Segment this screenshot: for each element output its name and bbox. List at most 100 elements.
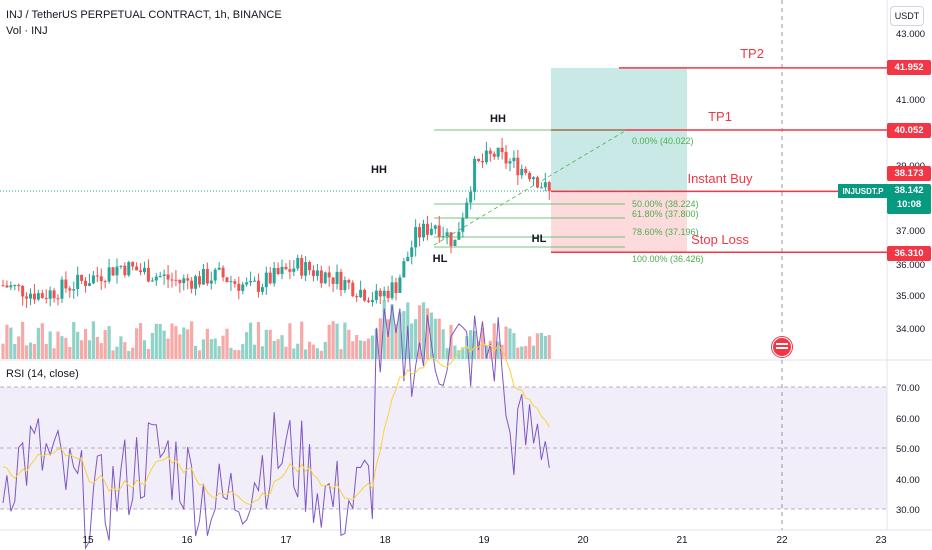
volume-bar — [72, 321, 76, 359]
fib-label: 0.00% (40.022) — [632, 136, 694, 146]
candle-body — [241, 284, 245, 291]
price-axis-tick: 41.000 — [896, 95, 925, 106]
price-axis-tick: 34.000 — [896, 324, 925, 335]
fib-label: 100.00% (36.426) — [632, 254, 704, 264]
candle-body — [221, 267, 225, 278]
volume-bar — [150, 332, 154, 359]
candle-body — [429, 228, 433, 235]
volume-bar — [197, 350, 202, 359]
candle-body — [535, 177, 539, 188]
volume-bar — [457, 350, 461, 359]
candle-body — [213, 269, 217, 281]
volume-bar — [170, 323, 174, 359]
price-axis-tick: 37.000 — [896, 226, 925, 237]
volume-bar — [386, 319, 390, 359]
volume-bar — [327, 324, 331, 359]
volume-bar — [410, 323, 414, 359]
candle-body — [335, 271, 339, 284]
candle-body — [465, 202, 469, 219]
candle-body — [386, 290, 390, 299]
volume-bar — [154, 323, 158, 359]
volume-bar — [186, 329, 190, 359]
volume-bar — [315, 348, 319, 359]
volume-bar — [359, 340, 363, 359]
candle-body — [237, 283, 241, 291]
candle-body — [95, 275, 99, 277]
candle-body — [253, 280, 257, 282]
candle-body — [174, 279, 178, 281]
candle-body — [40, 293, 44, 298]
candle-body — [343, 280, 347, 291]
volume-bar — [528, 336, 532, 359]
rsi-line — [2, 304, 550, 550]
volume-bar — [429, 312, 433, 359]
economic-event-flag-icon[interactable] — [772, 337, 792, 357]
candle-body — [52, 290, 56, 299]
volume-bar — [508, 328, 512, 359]
volume-bar — [87, 340, 92, 359]
candle-body — [139, 270, 143, 273]
volume-bar — [280, 335, 284, 359]
candle-body — [48, 290, 52, 299]
volume-bar — [233, 350, 237, 359]
volume-bar — [36, 327, 40, 359]
volume-bar — [190, 321, 194, 359]
instant-buy-label: Instant Buy — [687, 171, 753, 186]
volume-bar — [441, 329, 445, 359]
candle-body — [13, 285, 17, 287]
volume-bar — [95, 336, 99, 359]
fib-label: 61.80% (37.800) — [632, 209, 699, 219]
volume-bar — [390, 304, 394, 359]
candle-body — [115, 266, 119, 276]
volume-bar — [355, 335, 359, 359]
fib-label: 78.60% (37.196) — [632, 227, 699, 237]
hl-label: HL — [433, 253, 448, 265]
volume-bar — [142, 340, 147, 359]
candle-body — [363, 289, 367, 301]
volume-bar — [288, 323, 292, 359]
volume-bar — [213, 338, 217, 359]
candle-body — [99, 276, 103, 282]
hl-label: HL — [532, 233, 547, 245]
volume-bar — [201, 339, 206, 359]
volume-bar — [174, 326, 178, 359]
candle-body — [492, 153, 496, 157]
candle-body — [162, 274, 166, 276]
candle-body — [182, 278, 186, 284]
currency-button[interactable]: USDT — [890, 6, 924, 26]
volume-bar — [44, 343, 48, 359]
volume-bar — [119, 336, 123, 359]
volume-bar — [135, 328, 139, 359]
volume-bar — [417, 305, 422, 359]
candle-body — [516, 157, 520, 176]
volume-bar — [5, 324, 9, 359]
candle-body — [453, 239, 457, 247]
volume-bar — [56, 331, 60, 359]
volume-bar — [9, 327, 13, 359]
tp2-price-tag: 41.952 — [887, 60, 931, 75]
candle-body — [1, 285, 5, 287]
volume-bar — [276, 339, 280, 359]
volume-bar — [205, 328, 209, 359]
volume-bar — [370, 335, 375, 359]
candle-body — [280, 266, 284, 275]
candle-body — [29, 293, 33, 299]
candle-body — [398, 277, 402, 293]
candle-body — [532, 177, 536, 180]
volume-bar — [21, 321, 25, 359]
current-price-tag: 38.142 10:08 — [887, 184, 931, 214]
candle-body — [547, 182, 551, 192]
volume-bar — [40, 323, 44, 359]
candle-body — [229, 281, 233, 283]
candle-body — [300, 258, 304, 276]
time-axis-tick: 23 — [875, 535, 887, 546]
candle-body — [473, 158, 477, 192]
candle-body — [355, 296, 359, 298]
candle-body — [504, 152, 508, 164]
rsi-axis-tick: 70.00 — [896, 383, 920, 394]
volume-bar — [465, 336, 469, 359]
fib-label: 50.00% (38.224) — [632, 199, 699, 209]
volume-bar — [449, 324, 453, 359]
